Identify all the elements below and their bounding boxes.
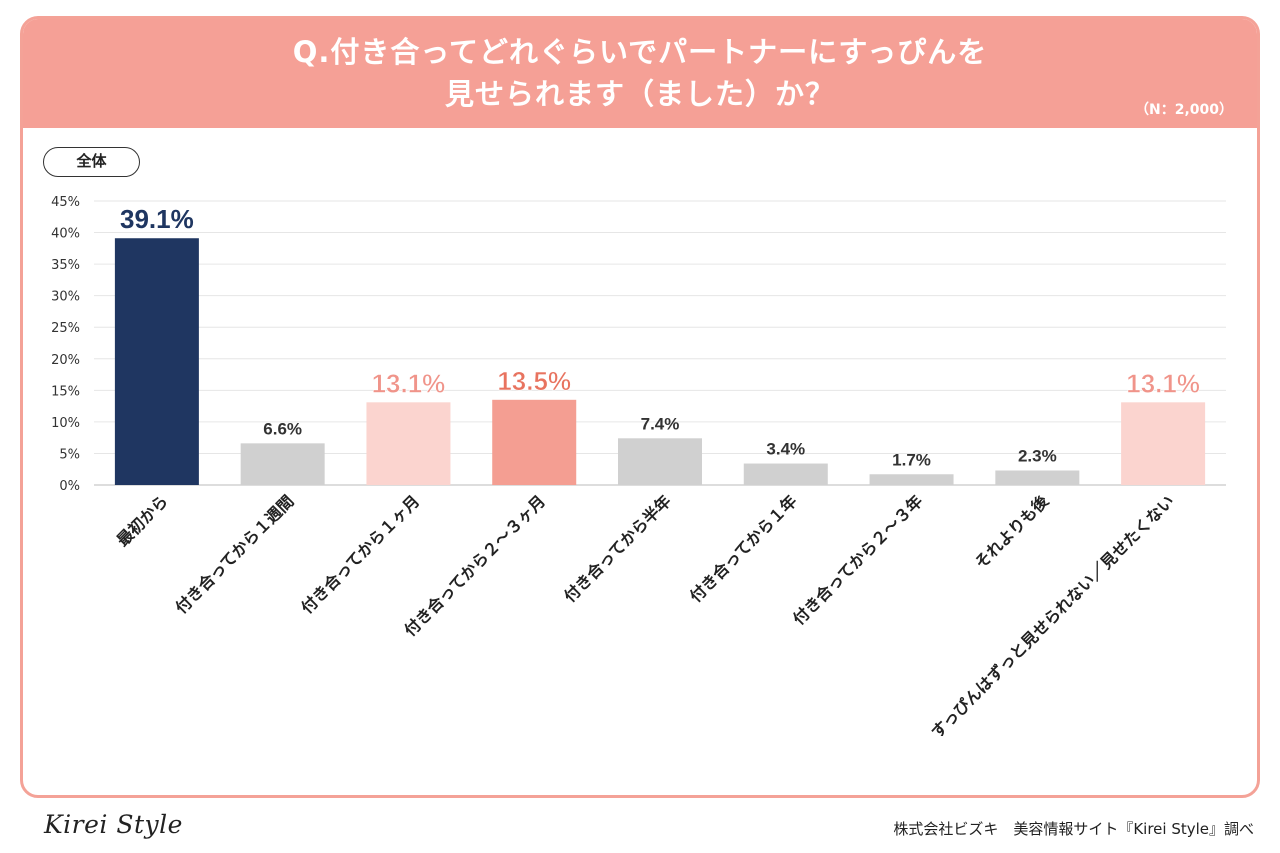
y-tick-label: 0% [59, 479, 80, 494]
y-tick-label: 10% [51, 416, 80, 431]
bar [618, 438, 702, 485]
y-tick-label: 5% [59, 447, 80, 462]
survey-card: Q.付き合ってどれぐらいでパートナーにすっぴんを 見せられます（ました）か？ （… [20, 16, 1260, 798]
bar [366, 402, 451, 485]
data-label: 13.1% [1126, 368, 1200, 398]
x-category-label: 付き合ってから１週間 [171, 491, 297, 617]
y-tick-label: 40% [51, 227, 80, 242]
y-tick-label: 25% [51, 321, 80, 336]
bar [1121, 402, 1206, 485]
data-label: 6.6% [263, 419, 302, 438]
y-tick-label: 15% [51, 384, 80, 399]
x-category-label: 付き合ってから２〜３ヶ月 [400, 491, 549, 640]
brand-logo: Kirei Style [44, 810, 183, 839]
bar [743, 463, 828, 485]
data-label: 3.4% [766, 440, 805, 459]
bar [114, 238, 199, 485]
bar [869, 474, 954, 485]
source-credit: 株式会社ビズキ 美容情報サイト『Kirei Style』調べ [893, 820, 1254, 838]
data-label: 39.1% [120, 204, 194, 234]
data-label: 1.7% [892, 450, 931, 469]
y-tick-label: 20% [51, 353, 80, 368]
sample-size-note: （N：2,000） [1135, 102, 1233, 118]
bar [995, 470, 1080, 485]
data-label: 13.5% [497, 366, 571, 396]
y-tick-label: 45% [51, 195, 80, 210]
x-category-label: それよりも後 [971, 491, 1053, 573]
x-category-label: 付き合ってから半年 [560, 491, 675, 606]
y-tick-label: 35% [51, 258, 80, 273]
bar [240, 443, 325, 485]
x-category-label: すっぴんはずっと見せられない／見せたくない [927, 491, 1178, 742]
x-category-label: 付き合ってから２〜３年 [789, 491, 926, 628]
data-label: 13.1% [372, 368, 446, 398]
title-banner: Q.付き合ってどれぐらいでパートナーにすっぴんを 見せられます（ました）か？ （… [23, 19, 1257, 128]
chart-title-line-1: Q.付き合ってどれぐらいでパートナーにすっぴんを [292, 35, 988, 69]
data-label: 7.4% [641, 414, 680, 433]
y-tick-label: 30% [51, 290, 80, 305]
chart-title-line-2: 見せられます（ました）か？ [444, 77, 835, 111]
x-category-label: 最初から [113, 491, 172, 550]
x-category-label: 付き合ってから１年 [686, 491, 801, 606]
segment-label: 全体 [43, 147, 140, 177]
bar [492, 399, 577, 485]
x-category-label: 付き合ってから１ヶ月 [297, 491, 423, 617]
data-label: 2.3% [1018, 446, 1057, 465]
